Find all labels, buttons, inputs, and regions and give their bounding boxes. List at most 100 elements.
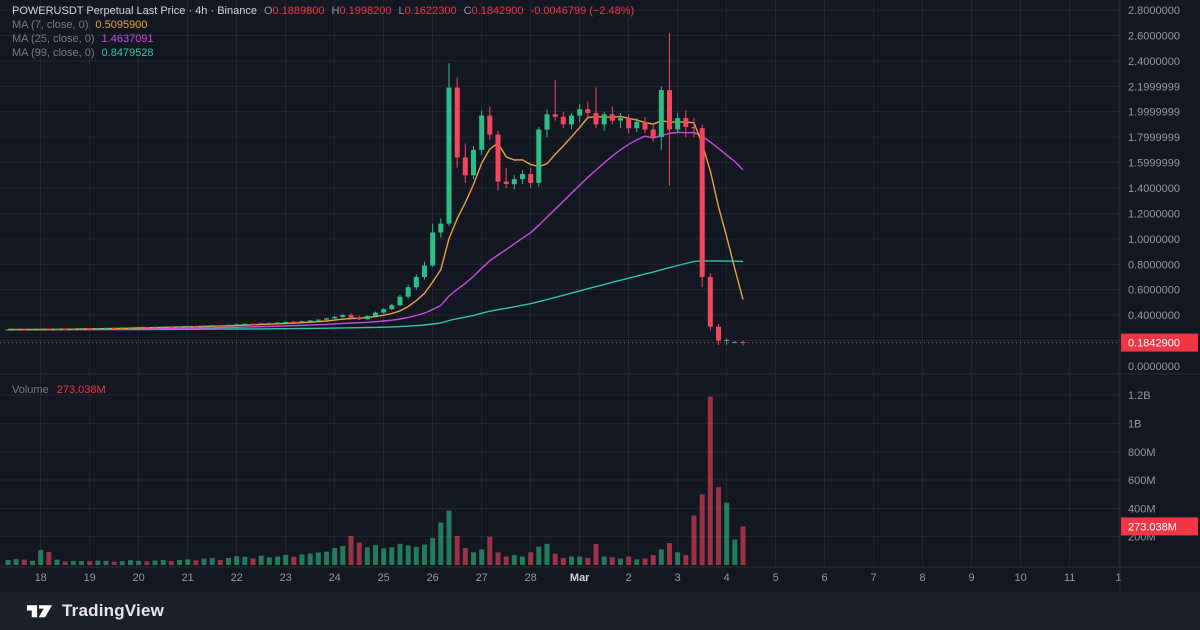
candle-body <box>373 312 378 316</box>
volume-bar <box>315 552 321 565</box>
volume-bar <box>185 559 191 565</box>
candle-body <box>38 328 44 330</box>
candle-body <box>397 296 403 306</box>
candle-body <box>209 325 215 327</box>
candle-body <box>626 118 632 129</box>
symbol-title: POWERUSDT Perpetual Last Price · 4h · Bi… <box>12 5 257 17</box>
time-tick-label: 8 <box>920 572 926 584</box>
chart-canvas[interactable]: 2.8000000 2.6000000 2.4000000 2.1999999 1.99… <box>0 0 1200 592</box>
candle-body <box>495 134 501 182</box>
volume-bar <box>707 396 713 565</box>
candle-body <box>87 328 93 330</box>
ma99-value: 0.8479528 <box>101 47 154 59</box>
candle-body <box>479 115 485 150</box>
volume-bar <box>258 555 264 565</box>
ma25-value: 1.4637091 <box>101 33 154 45</box>
volume-bar <box>544 543 550 565</box>
candle-body <box>46 328 52 330</box>
volume-bar <box>128 560 133 565</box>
ma25-legend-row: MA (25, close, 0) 1.4637091 <box>12 33 154 45</box>
time-tick-label: 19 <box>84 572 96 584</box>
volume-bar <box>724 502 730 565</box>
candle-body <box>234 324 240 326</box>
candle-body <box>283 321 289 323</box>
volume-bar <box>373 545 378 565</box>
volume-bar <box>177 559 182 565</box>
ma25-line <box>8 131 744 331</box>
volume-legend: Volume 273.038M <box>12 383 106 397</box>
volume-tick-label: 1B <box>1128 419 1141 431</box>
candle-body <box>324 318 329 320</box>
volume-bar <box>54 559 60 565</box>
volume-bar <box>487 536 493 565</box>
candle-body <box>275 322 280 324</box>
volume-bar <box>381 548 387 565</box>
price-change: -0.0046799 (−2.48%) <box>530 5 635 17</box>
volume-bar <box>569 556 574 565</box>
volume-bar <box>356 542 362 565</box>
volume-bar <box>511 555 517 565</box>
volume-bar <box>13 559 19 565</box>
candle-body <box>332 316 338 319</box>
brand-name[interactable]: TradingView <box>62 601 165 620</box>
time-tick-label: 1 <box>1116 572 1122 584</box>
candle-body <box>299 321 305 323</box>
candle-body <box>471 149 476 176</box>
candle-body <box>618 118 623 121</box>
candle-body <box>642 121 648 130</box>
volume-bar <box>266 557 272 565</box>
candle-body <box>536 129 542 183</box>
volume-bar <box>160 560 166 565</box>
last-volume-badge <box>1121 517 1198 536</box>
ohlc-close: C0.1842900 <box>463 5 524 17</box>
volume-bar <box>111 561 117 565</box>
candle-body <box>258 323 264 325</box>
candle-body <box>732 342 738 343</box>
volume-bar <box>242 556 248 565</box>
candle-body <box>691 127 697 129</box>
volume-bar <box>422 544 427 565</box>
time-tick-label: 6 <box>822 572 828 584</box>
volume-bar <box>560 557 566 565</box>
candle-body <box>381 309 387 313</box>
candle-body <box>520 174 525 180</box>
candle-body <box>291 321 297 323</box>
ma-lines <box>8 115 744 331</box>
volume-bar <box>324 551 329 565</box>
candle-body <box>54 329 60 330</box>
volume-bar <box>332 548 338 565</box>
axes[interactable]: 2.8000000 2.6000000 2.4000000 2.1999999 1.99… <box>35 5 1180 584</box>
volume-bar <box>528 552 534 565</box>
volume-bar <box>168 561 174 565</box>
volume-tick-label: 800M <box>1128 447 1156 459</box>
volume-bar <box>642 558 648 565</box>
candle-body <box>389 305 395 310</box>
candle-body <box>601 114 607 125</box>
candle-body <box>413 277 419 288</box>
ohlc-open: O0.1889800 <box>263 5 325 17</box>
volume-bar <box>364 547 370 565</box>
candle-body <box>503 181 509 185</box>
candle-body <box>716 326 721 341</box>
candle-body <box>13 329 19 331</box>
candle-body <box>119 327 125 329</box>
candle-body <box>348 315 354 318</box>
candle-body <box>724 339 730 341</box>
candle-body <box>552 114 558 117</box>
time-tick-label: 26 <box>427 572 439 584</box>
volume-bar <box>471 552 476 565</box>
candle-body <box>430 232 436 266</box>
price-tick-label: 2.8000000 <box>1128 5 1180 17</box>
candle-body <box>422 265 427 277</box>
volume-bars <box>5 396 746 566</box>
ma99-line <box>8 260 744 331</box>
time-tick-label: 24 <box>329 572 341 584</box>
time-tick-label: 9 <box>969 572 975 584</box>
volume-bar <box>462 548 468 565</box>
time-tick-label: 4 <box>724 572 730 584</box>
price-tick-label: 1.7999999 <box>1128 132 1180 144</box>
tradingview-logo-icon[interactable] <box>26 601 53 621</box>
volume-bar <box>144 561 150 565</box>
price-tick-label: 2.4000000 <box>1128 56 1180 68</box>
grid-lines <box>0 0 1120 566</box>
